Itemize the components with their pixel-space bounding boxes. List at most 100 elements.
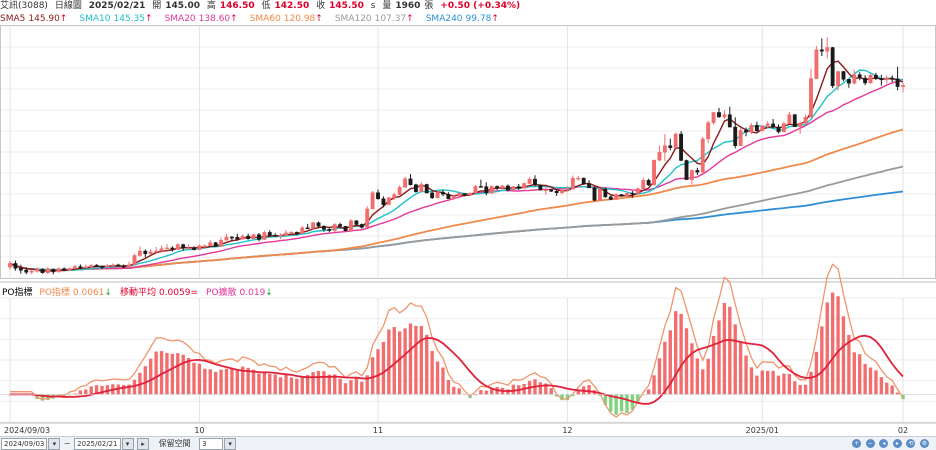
po-bar bbox=[587, 385, 591, 395]
po-bar bbox=[381, 341, 386, 395]
zoom-out-icon[interactable]: − bbox=[865, 439, 875, 448]
candle-body bbox=[868, 74, 873, 84]
po-bar bbox=[738, 341, 743, 395]
sma10-line bbox=[9, 69, 904, 272]
end-date-dropdown[interactable]: ▾ bbox=[121, 438, 134, 450]
candle-body bbox=[381, 198, 386, 205]
candle-body bbox=[235, 237, 240, 240]
po-bar bbox=[646, 389, 651, 395]
po-bar bbox=[300, 376, 304, 395]
quote-header: 艾訊(3088) 日線圖 2025/02/21 開 145.00 高 146.50 … bbox=[0, 0, 936, 12]
po-bar bbox=[235, 370, 239, 395]
change-value: +0.50 (+0.34%) bbox=[440, 1, 521, 11]
po-bar bbox=[793, 381, 797, 395]
po-bar bbox=[441, 367, 445, 395]
candle-body bbox=[689, 170, 694, 180]
candle-body bbox=[8, 263, 12, 268]
po-bar bbox=[408, 323, 413, 395]
candle-body bbox=[192, 247, 196, 250]
po-bar bbox=[121, 385, 126, 395]
po-bar bbox=[370, 357, 375, 395]
apply-range-button[interactable]: ▸ bbox=[137, 438, 150, 450]
po-bar bbox=[333, 374, 337, 395]
start-date-dropdown[interactable]: ▾ bbox=[48, 438, 61, 450]
candle-body bbox=[273, 235, 278, 237]
candle-body bbox=[159, 248, 164, 252]
candle-body bbox=[511, 186, 516, 191]
candle-body bbox=[857, 74, 862, 79]
ma-legend-sma60: SMA60 120.98↑ bbox=[249, 14, 323, 24]
end-date-field[interactable]: 2025/02/21 bbox=[74, 438, 121, 450]
scroll-left-icon[interactable]: ◂ bbox=[879, 439, 889, 448]
po-bar bbox=[603, 394, 608, 405]
candle-body bbox=[538, 184, 543, 191]
sma60-line bbox=[9, 128, 904, 271]
settings-icon[interactable]: ⚙ bbox=[920, 439, 929, 448]
start-date-field[interactable]: 2024/09/03 bbox=[1, 438, 48, 450]
po-bar bbox=[94, 385, 99, 395]
po-bar bbox=[127, 384, 131, 395]
po-bar bbox=[181, 354, 185, 395]
po-bar bbox=[479, 390, 483, 395]
po-bar bbox=[771, 370, 775, 395]
po-bar bbox=[701, 369, 705, 395]
po-bar bbox=[766, 370, 770, 395]
candle-body bbox=[819, 49, 824, 52]
candle-body bbox=[289, 231, 294, 234]
candle-body bbox=[543, 189, 548, 192]
reset-view-icon[interactable]: ⟲ bbox=[906, 439, 916, 448]
po-bar bbox=[571, 394, 575, 397]
reserve-space-stepper[interactable]: ▾ bbox=[224, 438, 237, 450]
po-bar bbox=[663, 341, 667, 395]
po-bar bbox=[560, 394, 564, 401]
candle-body bbox=[727, 114, 732, 128]
po-bar bbox=[376, 349, 380, 395]
open-value: 145.00 bbox=[165, 1, 200, 11]
candle-body bbox=[760, 125, 765, 131]
candle-body bbox=[154, 250, 159, 253]
zoom-in-icon[interactable]: + bbox=[852, 439, 862, 448]
candle-body bbox=[67, 268, 72, 271]
chart-area: 2024/09/03 10 11 12 2025/01 02 bbox=[0, 25, 936, 435]
candle-body bbox=[554, 191, 559, 193]
po-bar bbox=[165, 352, 169, 395]
candle-body bbox=[137, 250, 142, 256]
reserve-space-input[interactable]: 3 bbox=[199, 438, 224, 450]
close-value: 145.50 bbox=[329, 1, 364, 11]
candle-body bbox=[62, 268, 67, 271]
po-bar bbox=[435, 361, 440, 395]
candle-body bbox=[51, 269, 56, 273]
candle-body bbox=[186, 247, 191, 250]
candle-body bbox=[597, 188, 602, 201]
candle-body bbox=[35, 269, 39, 272]
candle-body bbox=[662, 145, 667, 153]
candle-body bbox=[213, 242, 218, 247]
candle-body bbox=[311, 222, 316, 229]
candle-body bbox=[527, 178, 532, 184]
candle-body bbox=[197, 245, 202, 250]
candle-body bbox=[825, 47, 830, 52]
candle-body bbox=[500, 185, 505, 189]
candle-body bbox=[386, 197, 391, 205]
po-bar bbox=[176, 353, 180, 395]
candle-body bbox=[240, 235, 245, 240]
candle-body bbox=[468, 192, 472, 196]
candle-body bbox=[446, 193, 451, 200]
po-bar bbox=[78, 390, 83, 395]
po-bar bbox=[728, 306, 732, 395]
po-bar bbox=[706, 358, 710, 395]
po-bar bbox=[327, 374, 331, 395]
candle-body bbox=[349, 220, 353, 231]
candle-body bbox=[262, 232, 267, 240]
po-bar bbox=[403, 328, 407, 395]
candle-body bbox=[208, 242, 213, 247]
candle-body bbox=[338, 224, 343, 227]
candle-body bbox=[717, 112, 721, 118]
po-bar bbox=[803, 384, 808, 395]
candle-body bbox=[890, 78, 895, 80]
candle-body bbox=[700, 138, 705, 173]
scroll-right-icon[interactable]: ▸ bbox=[892, 439, 902, 448]
po-bar bbox=[186, 358, 191, 395]
candle-body bbox=[441, 192, 445, 195]
po-bar bbox=[830, 292, 835, 395]
